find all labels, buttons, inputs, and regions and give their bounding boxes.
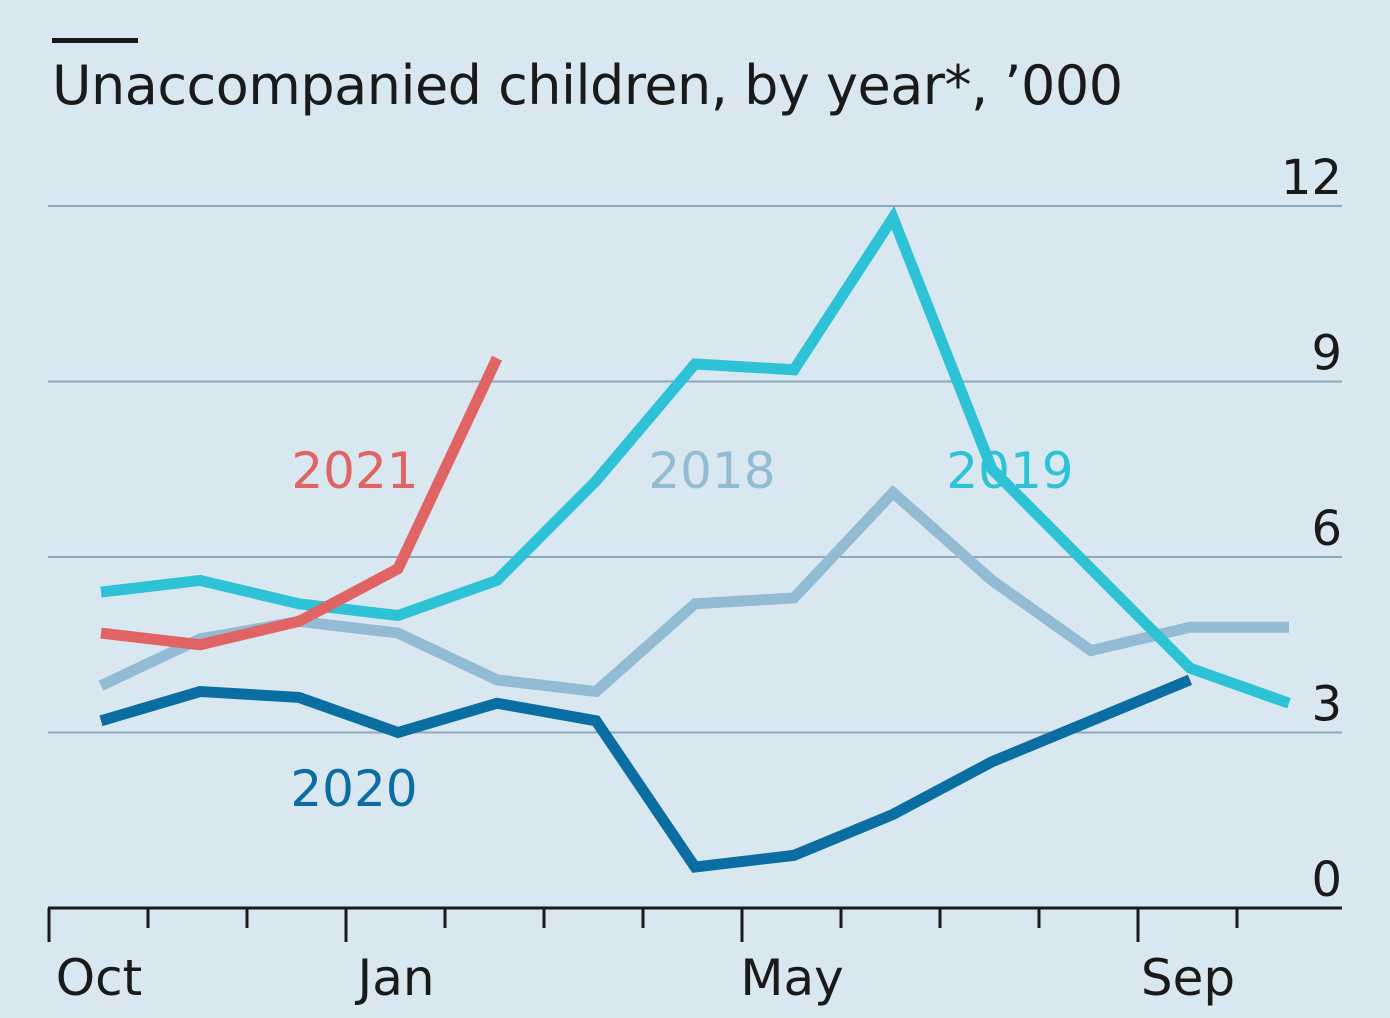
series-line-2021 bbox=[100, 355, 502, 651]
chart-title: Unaccompanied children, by year*, ’000 bbox=[52, 54, 1123, 117]
series-line-2019 bbox=[100, 205, 1291, 709]
x-tick-label: May bbox=[740, 949, 843, 1007]
series-label-2021: 2021 bbox=[291, 442, 418, 500]
y-tick-label: 6 bbox=[1311, 501, 1342, 557]
y-tick-label: 0 bbox=[1311, 852, 1342, 908]
x-tick-label: Sep bbox=[1141, 949, 1235, 1007]
x-tick-label: Jan bbox=[354, 949, 434, 1007]
y-tick-label: 12 bbox=[1281, 150, 1342, 206]
x-tick-label: Oct bbox=[56, 949, 142, 1007]
series-label-2019: 2019 bbox=[946, 442, 1073, 500]
series-label-2018: 2018 bbox=[648, 442, 775, 500]
series-line-2020 bbox=[99, 674, 1193, 873]
title-rule bbox=[52, 38, 138, 43]
y-tick-label: 3 bbox=[1311, 677, 1342, 733]
y-tick-label: 9 bbox=[1311, 326, 1342, 382]
series-label-2020: 2020 bbox=[290, 760, 417, 818]
